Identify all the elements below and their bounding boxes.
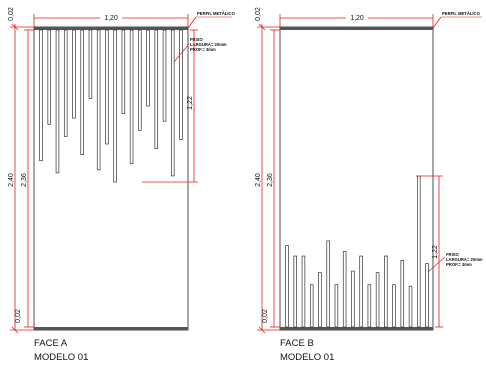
panel-a-groove [171, 29, 175, 177]
panel-b-width-label: 1,20 [350, 15, 364, 22]
panel-b-friso-prof: PROF.= 3mm [446, 262, 472, 267]
panel-a-groove [138, 29, 142, 131]
panel-a-width-label: 1,20 [104, 15, 118, 22]
panel-a: 2,40 2,36 0,02 0,02 1,20 PERFIL METÁLICO… [8, 7, 236, 363]
panel-a-groove-label: 1,22 [187, 96, 194, 110]
panel-a-groove [121, 29, 126, 114]
panel-b-groove-dimension [416, 175, 443, 328]
panel-a-friso-title: FRISO [190, 37, 204, 42]
panel-a-groove [96, 29, 101, 171]
panel-a-groove [179, 29, 183, 140]
panel-b-groove [326, 240, 330, 328]
panel-b-groove [392, 284, 396, 328]
panel-b-groove [318, 272, 322, 328]
panel-b-inner-height-label: 2,36 [267, 173, 274, 187]
panel-a-left-dimension [10, 23, 34, 334]
panel-b-groove [417, 175, 421, 328]
panel-b-groove [359, 255, 363, 328]
panel-a-grooves [39, 29, 183, 183]
panel-b-caption-face: FACE B [280, 338, 314, 349]
panel-b-groove [334, 284, 339, 328]
panel-a-groove [162, 29, 167, 122]
panel-b-friso-largura: LARGURA= 20mm [446, 257, 483, 262]
panel-b-top-gap-label: 0,02 [255, 7, 262, 21]
panel-b-groove [367, 284, 372, 328]
panel-a-groove-dimension [142, 29, 198, 183]
panel-a-top-gap-label: 0,02 [8, 7, 15, 21]
panel-a-friso-prof: PROF.= 3mm [190, 47, 216, 52]
panel-a-groove [105, 29, 109, 145]
panel-a-groove [113, 29, 117, 183]
panel-a-inner-height-label: 2,36 [21, 173, 28, 187]
panel-a-caption-model: MODELO 01 [34, 352, 88, 363]
panel-a-caption-face: FACE A [34, 338, 68, 349]
panel-a-groove [129, 29, 134, 165]
panel-b-top-profile [280, 27, 433, 30]
panel-b-groove [375, 272, 380, 328]
panel-a-groove [72, 29, 76, 119]
panel-b-friso-title: FRISO [446, 252, 460, 257]
panel-a-bottom-profile [34, 327, 188, 330]
panel-b-groove [293, 255, 297, 328]
panel-b-groove [351, 270, 355, 328]
panel-a-groove [47, 29, 51, 125]
panel-a-groove [55, 29, 60, 174]
panel-b-caption-model: MODELO 01 [280, 352, 334, 363]
panel-b-groove [384, 255, 388, 328]
panel-b-height-label: 2,40 [255, 173, 262, 187]
panel-b-bottom-gap-label: 0,02 [262, 309, 269, 323]
panel-a-groove [154, 29, 159, 149]
panel-b-groove [285, 245, 289, 328]
panel-a-friso-leader [173, 43, 190, 63]
panel-a-perfil-label: PERFIL METÁLICO [197, 11, 236, 16]
panel-a-perfil-leader [187, 16, 197, 29]
panel-b-groove [425, 263, 429, 328]
panel-b-groove [301, 255, 306, 328]
panel-a-groove [39, 29, 43, 162]
panel-a-height-label: 2,40 [8, 173, 15, 187]
panel-a-groove [88, 29, 93, 99]
panel-b-groove [309, 284, 314, 328]
panel-b-groove [408, 285, 413, 328]
panel-b-perfil-leader [432, 16, 442, 29]
panel-b-left-dimension [257, 23, 280, 334]
panel-a-bottom-gap-label: 0,02 [15, 309, 22, 323]
panel-a-friso-largura: LARGURA= 20mm [190, 42, 227, 47]
panel-b-bottom-profile [280, 327, 433, 330]
panel-a-groove [63, 29, 68, 137]
panel-b-friso-leader [427, 256, 446, 273]
panel-b-groove-label: 1,22 [432, 245, 439, 259]
panel-b-grooves [285, 175, 429, 328]
panel-a-groove [80, 29, 84, 155]
panel-a-groove [146, 29, 150, 107]
panel-b-groove [400, 260, 405, 328]
panel-b-groove [342, 251, 347, 328]
panel-b: 2,40 2,36 0,02 0,02 1,20 PERFIL METÁLICO… [255, 7, 483, 363]
panel-a-top-profile [34, 27, 188, 30]
panel-b-perfil-label: PERFIL METÁLICO [442, 11, 481, 16]
